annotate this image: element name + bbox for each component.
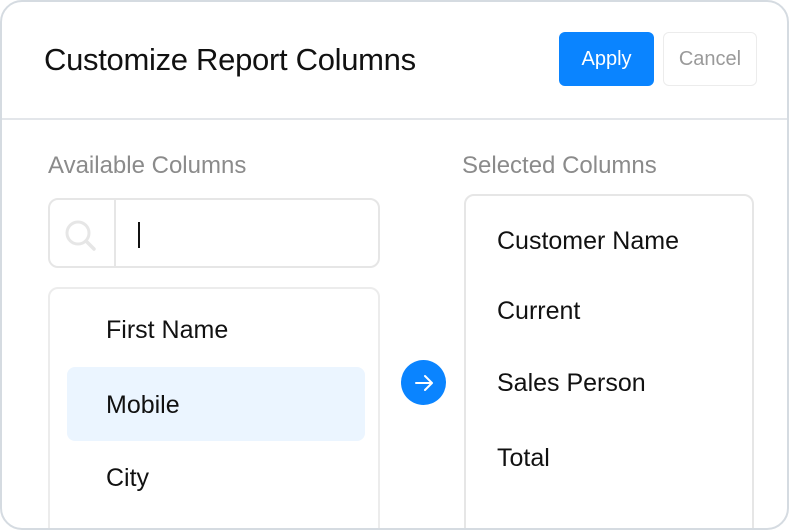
selected-columns-label: Selected Columns (462, 152, 657, 179)
dialog-title: Customize Report Columns (44, 42, 416, 77)
move-right-button[interactable] (401, 360, 446, 405)
list-item[interactable]: Total (497, 444, 550, 472)
list-item[interactable]: Sales Person (497, 369, 646, 397)
search-divider (114, 200, 116, 266)
arrow-right-icon (414, 374, 433, 391)
list-item[interactable]: First Name (106, 316, 229, 344)
cancel-button[interactable]: Cancel (663, 32, 757, 86)
list-item[interactable]: Mobile (106, 391, 180, 419)
text-cursor (138, 222, 140, 248)
list-item[interactable]: Current (497, 297, 581, 325)
list-item[interactable]: Customer Name (497, 227, 679, 255)
search-input[interactable] (48, 198, 380, 268)
available-columns-list: First Name Mobile City (48, 287, 380, 528)
highlighted-row (67, 367, 365, 441)
header-divider (2, 118, 787, 120)
apply-button[interactable]: Apply (559, 32, 654, 86)
selected-columns-list: Customer Name Current Sales Person Total (464, 194, 754, 528)
list-item[interactable]: City (106, 464, 150, 492)
available-columns-label: Available Columns (48, 152, 247, 179)
search-icon (65, 220, 96, 251)
